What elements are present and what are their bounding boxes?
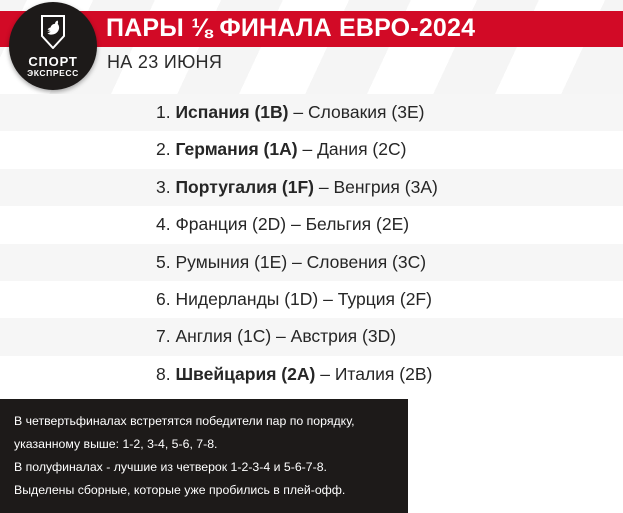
match-team-home: Франция (2D)	[175, 214, 287, 235]
logo-word-primary: СПОРТ	[28, 54, 78, 69]
match-team-home: Португалия (1F)	[175, 176, 314, 197]
match-separator: –	[293, 102, 304, 122]
match-row: 4. Франция (2D) – Бельгия (2E)	[0, 206, 623, 244]
page-subtitle: НА 23 ИЮНЯ	[107, 52, 223, 72]
match-separator: –	[290, 214, 301, 235]
match-team-home: Нидерланды (1D)	[175, 288, 319, 309]
match-separator: –	[318, 176, 329, 197]
match-row: 1. Испания (1B) – Словакия (3E)	[0, 94, 623, 132]
match-number: 7.	[156, 326, 176, 347]
match-row: 7. Англия (1C) – Австрия (3D)	[0, 318, 623, 356]
match-team-home: Англия (1C)	[175, 326, 272, 347]
match-team-away: Словения (3C)	[306, 251, 427, 272]
match-team-away: Австрия (3D)	[290, 326, 397, 347]
header-red-band	[0, 11, 623, 47]
footer-note-line: Выделены сборные, которые уже пробились …	[14, 483, 346, 497]
match-team-away: Турция (2F)	[337, 288, 432, 309]
match-team-home: Испания (1B)	[175, 102, 289, 122]
match-separator: –	[292, 251, 302, 272]
footer-note-line: В полуфиналах - лучшие из четверок 1-2-3…	[14, 460, 327, 474]
match-row: 6. Нидерланды (1D) – Турция (2F)	[0, 280, 623, 319]
match-number: 6.	[156, 288, 176, 309]
match-row: 8. Швейцария (2A) – Италия (2B)	[0, 355, 623, 394]
header-banner: ПАРЫ ⅛ ФИНАЛА ЕВРО-2024 НА 23 ИЮНЯ СПОРТ…	[0, 0, 623, 94]
match-number: 5.	[156, 251, 176, 272]
logo-word-secondary: ЭКСПРЕСС	[27, 68, 79, 78]
match-team-home: Германия (1A)	[175, 139, 298, 160]
shield-emblem-icon	[41, 15, 65, 49]
match-separator: –	[320, 363, 330, 384]
match-number: 2.	[156, 139, 176, 160]
match-number: 4.	[156, 214, 176, 235]
match-number: 1.	[156, 102, 176, 122]
match-team-home: Румыния (1E)	[175, 251, 288, 272]
match-row: 3. Португалия (1F) – Венгрия (3A)	[0, 168, 623, 207]
page-title: ПАРЫ ⅛ ФИНАЛА ЕВРО-2024	[106, 14, 476, 42]
match-number: 8.	[156, 363, 176, 384]
match-list: 1. Испания (1B) – Словакия (3E) 2. Герман…	[0, 94, 623, 394]
match-team-home: Швейцария (2A)	[175, 363, 316, 384]
match-separator: –	[323, 288, 333, 309]
footer-note-line: указанному выше: 1-2, 3-4, 5-6, 7-8.	[14, 437, 218, 451]
match-row: 2. Германия (1A) – Дания (2C)	[0, 131, 623, 169]
match-separator: –	[276, 326, 286, 347]
sport-express-logo: СПОРТ ЭКСПРЕСС	[9, 2, 97, 90]
match-team-away: Словакия (3E)	[308, 102, 425, 122]
match-row: 5. Румыния (1E) – Словения (3C)	[0, 243, 623, 281]
match-number: 3.	[156, 176, 176, 197]
match-team-away: Дания (2C)	[317, 139, 407, 160]
match-separator: –	[302, 139, 313, 160]
footer-note-line: В четвертьфиналах встретятся победители …	[14, 414, 355, 428]
match-team-away: Венгрия (3A)	[333, 176, 438, 197]
match-team-away: Италия (2B)	[334, 363, 433, 384]
footer-note-block: В четвертьфиналах встретятся победители …	[0, 399, 408, 513]
footer-filler	[408, 399, 623, 513]
match-team-away: Бельгия (2E)	[305, 214, 410, 235]
